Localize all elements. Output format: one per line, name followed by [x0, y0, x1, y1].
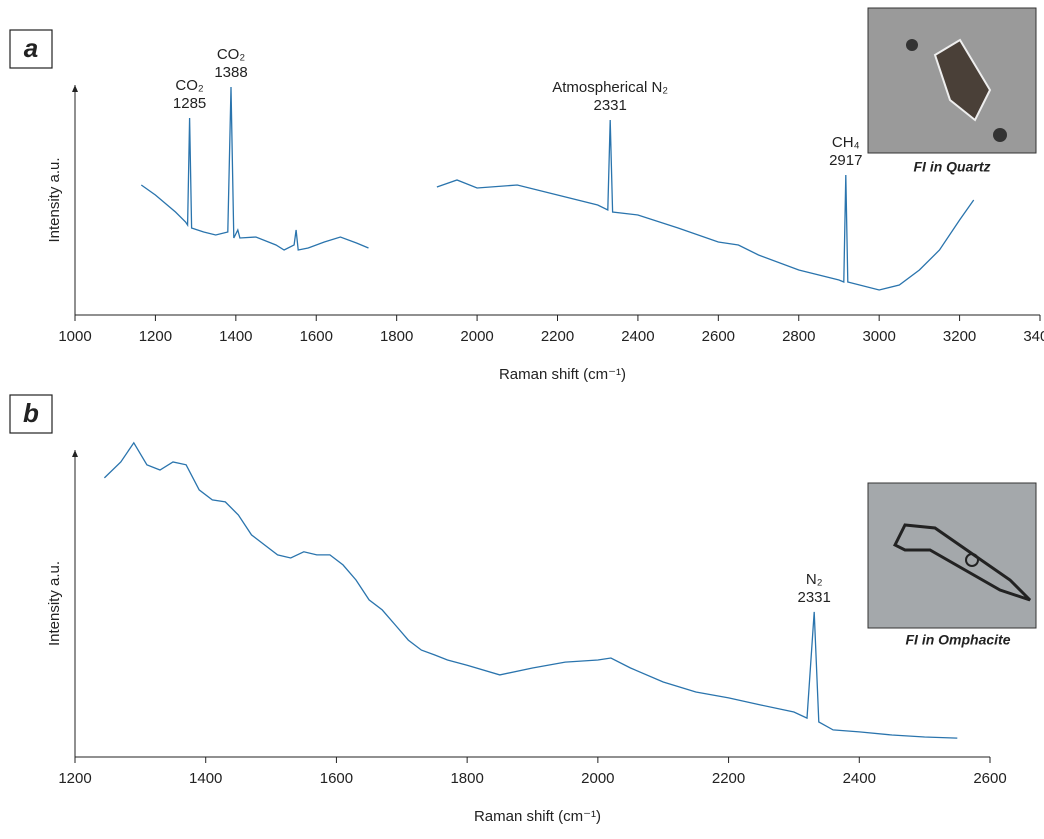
inset-caption: FI in Omphacite [905, 632, 1010, 648]
x-tick-label: 1000 [58, 328, 91, 345]
x-tick-label: 1800 [380, 328, 413, 345]
x-axis-label: Raman shift (cm⁻¹) [499, 366, 626, 383]
x-tick-label: 3400 [1023, 328, 1044, 345]
x-tick-label: 3000 [862, 328, 895, 345]
y-axis-label: Intensity a.u. [46, 157, 63, 242]
inset-caption: FI in Quartz [914, 159, 991, 175]
x-tick-label: 2200 [541, 328, 574, 345]
x-tick-label: 2200 [712, 770, 745, 787]
x-tick-label: 1200 [58, 770, 91, 787]
panel-label: a [24, 33, 38, 63]
peak-label: CH₄ [832, 134, 860, 151]
peak-label: N₂ [806, 571, 823, 588]
panel-box [9, 394, 53, 434]
x-tick-label: 1400 [189, 770, 222, 787]
peak-position: 1388 [214, 64, 247, 81]
peak-label: CO₂ [217, 46, 246, 63]
x-tick-label: 1600 [320, 770, 353, 787]
x-tick-label: 2000 [581, 770, 614, 787]
inset-quartz [867, 7, 1037, 154]
panel-label: b [23, 398, 39, 428]
x-tick-label: 2800 [782, 328, 815, 345]
y-axis-arrow [72, 85, 78, 92]
peak-position: 2331 [593, 97, 626, 114]
spectrum-line [103, 441, 958, 739]
x-tick-label: 1800 [450, 770, 483, 787]
x-tick-label: 2400 [843, 770, 876, 787]
peak-label: Atmospherical N₂ [552, 79, 668, 96]
peak-position: 2331 [798, 589, 831, 606]
inset-omphacite [867, 482, 1037, 629]
panel-box [9, 29, 53, 69]
y-axis-label: Intensity a.u. [46, 561, 63, 646]
x-tick-label: 2400 [621, 328, 654, 345]
x-tick-label: 2600 [973, 770, 1006, 787]
x-tick-label: 2600 [702, 328, 735, 345]
x-tick-label: 2000 [460, 328, 493, 345]
peak-label: CO₂ [175, 77, 204, 94]
x-tick-label: 3200 [943, 328, 976, 345]
x-axis-label: Raman shift (cm⁻¹) [474, 808, 601, 825]
x-tick-label: 1200 [139, 328, 172, 345]
spectrum-line [140, 86, 975, 291]
x-tick-label: 1600 [300, 328, 333, 345]
peak-position: 1285 [173, 95, 206, 112]
peak-position: 2917 [829, 152, 862, 169]
y-axis-arrow [72, 450, 78, 457]
x-tick-label: 1400 [219, 328, 252, 345]
